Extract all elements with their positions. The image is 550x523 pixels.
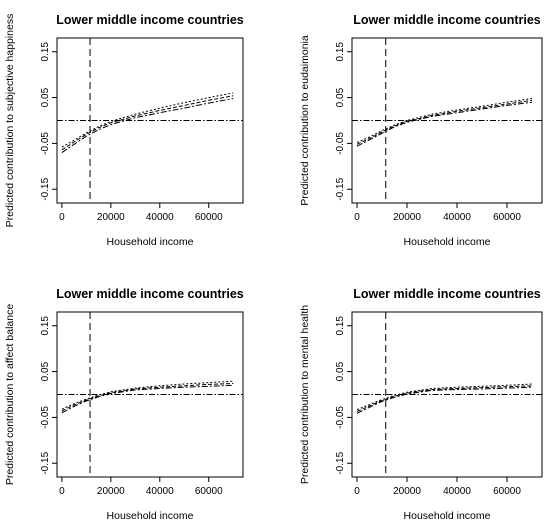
chart-title: Lower middle income countries xyxy=(56,287,244,301)
y-tick-label: 0.05 xyxy=(335,361,346,381)
panel-4: Lower middle income countries 0 20000 40000… xyxy=(299,287,543,522)
y-tick-label: 0.15 xyxy=(335,42,346,62)
y-tick-label: -0.15 xyxy=(335,177,346,200)
y-tick-label: -0.15 xyxy=(335,451,346,474)
x-tick-label: 20000 xyxy=(393,486,421,497)
x-tick-label: 20000 xyxy=(97,486,125,497)
series-line-2 xyxy=(356,385,533,412)
x-tick-label: 0 xyxy=(59,212,65,223)
series-line-1 xyxy=(61,92,234,148)
chart-title: Lower middle income countries xyxy=(56,13,244,27)
y-tick-label: 0.15 xyxy=(335,316,346,336)
x-tick-label: 60000 xyxy=(493,486,521,497)
panel-3: Lower middle income countries 0 20000 40000… xyxy=(4,287,244,522)
x-tick-label: 40000 xyxy=(443,486,471,497)
y-tick-label: 0.15 xyxy=(40,316,51,336)
y-tick-label: 0.05 xyxy=(40,87,51,107)
chart-title: Lower middle income countries xyxy=(353,13,541,27)
x-tick-label: 40000 xyxy=(146,212,174,223)
x-axis-label: Household income xyxy=(404,510,491,522)
y-tick-label: -0.05 xyxy=(335,406,346,429)
y-tick-label: -0.05 xyxy=(40,406,51,429)
x-axis-label: Household income xyxy=(107,236,194,248)
y-tick-label: -0.15 xyxy=(40,177,51,200)
x-tick-label: 0 xyxy=(59,486,65,497)
y-tick-label: 0.05 xyxy=(335,87,346,107)
series-line-3 xyxy=(61,384,234,414)
series-line-1 xyxy=(356,383,533,411)
series-line-3 xyxy=(356,386,533,414)
y-tick-label: 0.15 xyxy=(40,42,51,62)
series-line-2 xyxy=(61,95,234,151)
x-tick-label: 20000 xyxy=(393,212,421,223)
y-tick-label: -0.05 xyxy=(335,132,346,155)
series-line-1 xyxy=(356,98,533,143)
x-tick-label: 40000 xyxy=(443,212,471,223)
x-tick-label: 60000 xyxy=(493,212,521,223)
series-line-2 xyxy=(61,383,234,412)
x-tick-label: 0 xyxy=(354,212,360,223)
x-tick-label: 20000 xyxy=(97,212,125,223)
y-axis-label: Predicted contribution to mental health xyxy=(299,305,311,484)
x-tick-label: 40000 xyxy=(146,486,174,497)
y-axis-label: Predicted contribution to subjective hap… xyxy=(4,14,16,228)
series-line-3 xyxy=(356,101,533,147)
y-axis-label: Predicted contribution to eudaimonia xyxy=(299,35,311,206)
y-tick-label: -0.15 xyxy=(40,451,51,474)
series-line-2 xyxy=(356,99,533,145)
panel-2: Lower middle income countries 0 20000 40000… xyxy=(299,13,543,248)
chart-title: Lower middle income countries xyxy=(353,287,541,301)
panel-1: Lower middle income countries 0 20000 40000… xyxy=(4,13,244,248)
y-tick-label: 0.05 xyxy=(40,361,51,381)
x-axis-label: Household income xyxy=(107,510,194,522)
x-tick-label: 60000 xyxy=(195,212,223,223)
series-line-1 xyxy=(61,380,234,410)
series-line-3 xyxy=(61,98,234,154)
x-axis-label: Household income xyxy=(404,236,491,248)
y-tick-label: -0.05 xyxy=(40,132,51,155)
x-tick-label: 60000 xyxy=(195,486,223,497)
y-axis-label: Predicted contribution to affect balance xyxy=(4,304,16,486)
x-tick-label: 0 xyxy=(354,486,360,497)
